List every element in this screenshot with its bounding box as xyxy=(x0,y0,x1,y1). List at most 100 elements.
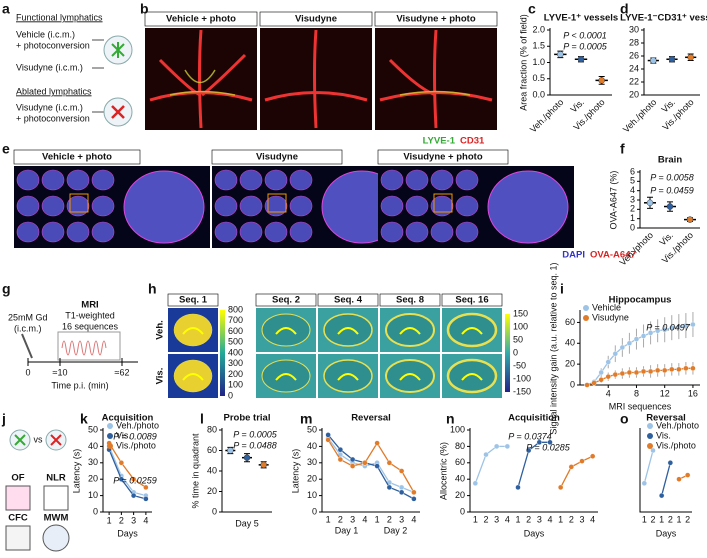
legend-label: Vis./photo xyxy=(656,440,696,450)
title-box xyxy=(144,11,258,27)
series-line xyxy=(108,442,147,488)
point xyxy=(605,359,611,365)
x-tick-label: Veh./photo xyxy=(621,97,659,135)
stain-label: CD31 xyxy=(460,136,485,147)
mri-label: T1-weighted xyxy=(65,310,115,320)
x-tick-label: 4 xyxy=(547,514,552,524)
point xyxy=(612,371,618,378)
y-tick-label: 6 xyxy=(630,166,635,176)
series-line xyxy=(108,446,147,497)
colorbar xyxy=(220,310,225,396)
sequence-title: Seq. 1 xyxy=(179,295,208,306)
point xyxy=(584,382,590,388)
y-tick-label: 50 xyxy=(307,424,317,434)
panel-label: e xyxy=(2,141,10,157)
x-tick-label: 3 xyxy=(399,514,404,524)
arrow xyxy=(92,39,104,113)
brain-slice xyxy=(264,195,288,217)
point xyxy=(374,440,380,446)
maze-icon xyxy=(42,524,70,552)
brain-slice xyxy=(430,169,454,191)
panel-g: 25mM Gd (i.c.m.) MRI T1-weighted 16 sequ… xyxy=(8,300,138,390)
y-tick-label: 4 xyxy=(630,185,635,195)
y-tick-label: 40 xyxy=(88,441,98,451)
mri-brain xyxy=(323,313,373,347)
x-tick-label: 2 xyxy=(119,515,124,525)
legend-marker xyxy=(647,443,653,449)
panel-label: g xyxy=(2,281,11,297)
y-tick-label: 0 xyxy=(460,506,465,516)
x-tick-label: 4 xyxy=(411,514,416,524)
p-value: P = 0.0089 xyxy=(113,431,156,441)
point xyxy=(472,480,479,486)
image-title: Visudyne + photo xyxy=(403,152,482,163)
brain-slice xyxy=(430,195,454,217)
y-tick-label: 20 xyxy=(88,474,98,484)
y-axis-label: Allocentric (%) xyxy=(438,442,448,500)
sequence-title: Seq. 2 xyxy=(272,295,300,306)
brain-slice xyxy=(214,169,238,191)
point xyxy=(683,365,689,372)
ventricle xyxy=(182,327,204,335)
point xyxy=(647,368,654,375)
point xyxy=(633,336,640,342)
mean-dot xyxy=(260,461,267,469)
brain-slice xyxy=(239,221,263,243)
colorbar-tick: 150 xyxy=(513,308,528,318)
group-item: Visudyne (i.c.m.) xyxy=(16,62,83,72)
x-tick-label: 1 xyxy=(515,514,520,524)
time-tick: ≈62 xyxy=(115,367,130,377)
mri-box xyxy=(57,331,121,361)
series-line xyxy=(327,437,415,493)
panel-label: c xyxy=(528,1,536,17)
point xyxy=(547,439,553,445)
chart-title: Hippocampus xyxy=(609,295,672,306)
legend-marker xyxy=(647,433,653,439)
chart-title: Acquisition xyxy=(508,413,560,424)
point xyxy=(386,460,393,466)
image-title: Vehicle + photo xyxy=(166,14,236,25)
y-tick-label: 80 xyxy=(207,424,217,434)
x-tick-label: 2 xyxy=(668,514,673,524)
group-item: Vehicle (i.c.m.) xyxy=(16,29,75,39)
p-value: P = 0.0259 xyxy=(113,475,156,485)
brain-slice xyxy=(91,221,115,243)
legend-label: Vehicle xyxy=(592,302,621,312)
series-line xyxy=(661,462,671,496)
panel-label: m xyxy=(300,411,312,427)
x-tick-label: 4 xyxy=(143,515,148,525)
test-label: OF xyxy=(11,473,24,484)
ablation-icon xyxy=(111,105,125,119)
colorbar-tick: -150 xyxy=(513,386,531,396)
chamber-icon xyxy=(5,525,31,551)
y-tick-label: 20 xyxy=(207,486,217,496)
point xyxy=(633,369,640,376)
stain-label: DAPI xyxy=(562,250,585,261)
panel-label: b xyxy=(140,1,149,17)
image-title: Visudyne xyxy=(256,152,298,163)
colorbar-tick: 100 xyxy=(513,321,528,331)
brain-hemisphere xyxy=(487,170,569,244)
x-axis-label: Days xyxy=(524,528,545,538)
x-tick-label: 4 xyxy=(590,514,595,524)
title-box xyxy=(167,293,219,307)
mean-dot xyxy=(557,51,564,58)
title-box xyxy=(377,149,509,165)
panel-j: vs OF NLR CFC MWM xyxy=(5,429,70,552)
ablation-icon xyxy=(50,434,62,446)
point xyxy=(598,377,604,383)
x-tick-label: 2 xyxy=(569,514,574,524)
point xyxy=(325,432,331,438)
mean-dot xyxy=(227,447,234,454)
mean-dot xyxy=(666,203,674,210)
test-label: CFC xyxy=(8,513,28,524)
point xyxy=(669,366,675,373)
y-tick-label: 2.0 xyxy=(532,24,545,34)
route: (i.c.m.) xyxy=(14,323,42,333)
colorbar-tick: 200 xyxy=(228,369,243,379)
brain-sections xyxy=(14,166,574,248)
y-tick-label: 30 xyxy=(629,24,639,34)
row-label: Veh. xyxy=(155,320,166,340)
y-tick-label: 0 xyxy=(212,506,217,516)
